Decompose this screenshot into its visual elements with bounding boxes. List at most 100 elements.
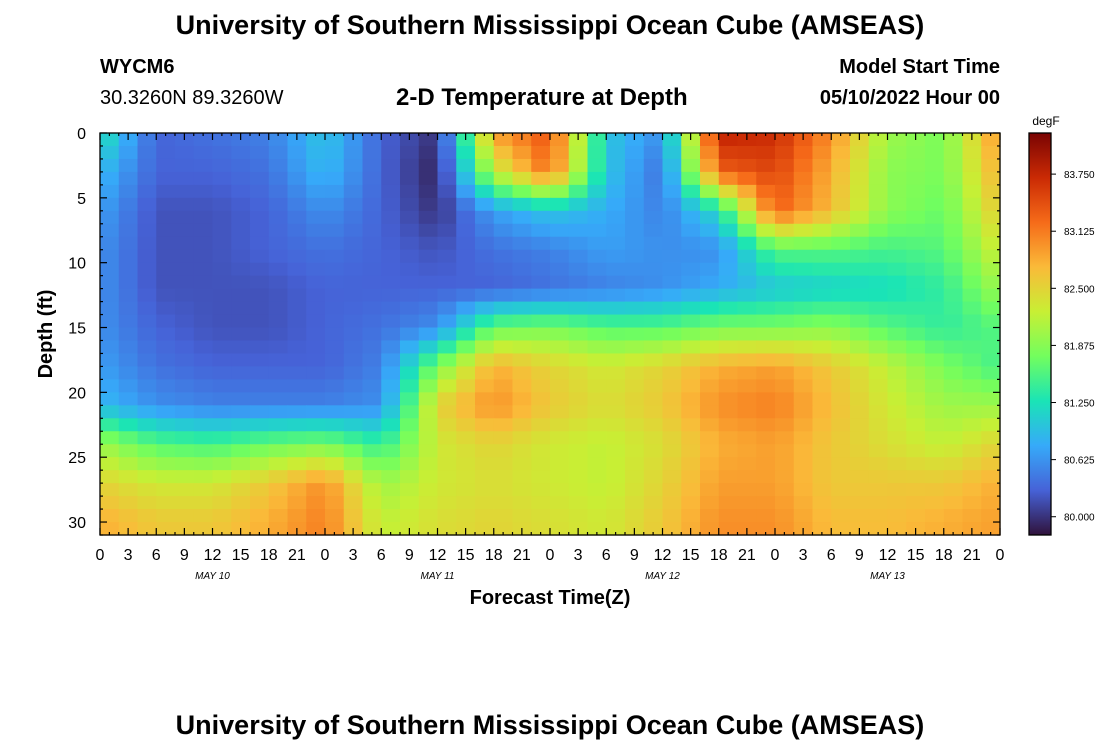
x-tick-label: 21: [288, 547, 306, 564]
heatmap-cell: [137, 496, 157, 510]
heatmap-cell: [212, 327, 232, 342]
heatmap-cell: [531, 353, 551, 368]
heatmap-cell: [718, 275, 739, 290]
heatmap-cell: [925, 301, 945, 316]
heatmap-cell: [175, 236, 195, 251]
heatmap-cell: [381, 158, 401, 173]
heatmap-cell: [475, 197, 495, 212]
heatmap-cell: [100, 301, 120, 316]
heatmap-cell: [550, 275, 570, 290]
heatmap-cell: [662, 197, 682, 212]
heatmap-cell: [475, 418, 495, 432]
heatmap-cell: [268, 405, 289, 419]
colorbar-tick-label: 80.000: [1064, 513, 1095, 524]
heatmap-cell: [212, 392, 232, 406]
heatmap-cell: [231, 262, 251, 277]
heatmap-cell: [156, 509, 176, 523]
heatmap-cell: [981, 418, 1001, 432]
heatmap-cell: [325, 133, 345, 147]
heatmap-cell: [775, 483, 795, 497]
heatmap-cell: [175, 145, 195, 160]
heatmap-cell: [793, 275, 814, 290]
heatmap-cell: [212, 522, 232, 536]
heatmap-cell: [137, 171, 157, 186]
heatmap-cell: [812, 483, 832, 497]
heatmap-cell: [887, 288, 907, 303]
heatmap-cell: [793, 509, 814, 523]
heatmap-cell: [250, 171, 270, 186]
heatmap-cell: [306, 327, 326, 342]
heatmap-cell: [943, 171, 964, 186]
heatmap-cell: [231, 236, 251, 251]
heatmap-cell: [456, 236, 476, 251]
heatmap-cell: [100, 223, 120, 238]
heatmap-cell: [493, 133, 514, 147]
heatmap-cell: [700, 314, 720, 329]
heatmap-cell: [868, 379, 889, 393]
heatmap-cell: [212, 457, 232, 471]
heatmap-cell: [287, 327, 307, 342]
heatmap-cell: [793, 418, 814, 432]
heatmap-cell: [943, 340, 964, 355]
heatmap-cell: [437, 379, 457, 393]
heatmap-cell: [362, 496, 382, 510]
heatmap-cell: [512, 483, 532, 497]
heatmap-cell: [737, 171, 757, 186]
heatmap-cell: [418, 133, 439, 147]
heatmap-cell: [493, 314, 514, 329]
heatmap-cell: [268, 444, 289, 458]
heatmap-cell: [700, 379, 720, 393]
heatmap-cell: [737, 223, 757, 238]
heatmap-cell: [681, 496, 701, 510]
heatmap-cell: [400, 158, 420, 173]
heatmap-cell: [662, 353, 682, 368]
heatmap-cell: [775, 275, 795, 290]
heatmap-cell: [193, 457, 214, 471]
heatmap-cell: [531, 275, 551, 290]
heatmap-cell: [268, 418, 289, 432]
heatmap-cell: [625, 223, 645, 238]
heatmap-cell: [587, 366, 607, 380]
heatmap-cell: [606, 236, 626, 251]
heatmap-cell: [268, 133, 289, 147]
heatmap-cell: [887, 210, 907, 225]
heatmap-cell: [306, 509, 326, 523]
x-tick-label: 0: [771, 547, 780, 564]
heatmap-cell: [625, 210, 645, 225]
heatmap-cell: [493, 145, 514, 160]
heatmap-cell: [437, 171, 457, 186]
heatmap-cell: [475, 249, 495, 264]
y-tick-label: 15: [68, 321, 86, 338]
heatmap-cell: [250, 431, 270, 445]
footer-title: University of Southern Mississippi Ocean…: [175, 710, 925, 740]
heatmap-cell: [756, 249, 776, 264]
heatmap-cell: [981, 288, 1001, 303]
heatmap-cell: [718, 314, 739, 329]
heatmap-cell: [906, 392, 926, 406]
heatmap-cell: [137, 483, 157, 497]
heatmap-cell: [606, 275, 626, 290]
heatmap-cell: [887, 158, 907, 173]
heatmap-cell: [568, 366, 589, 380]
heatmap-cell: [325, 470, 345, 484]
x-tick-label: 0: [321, 547, 330, 564]
heatmap-cell: [962, 353, 982, 368]
heatmap-cell: [250, 483, 270, 497]
heatmap-cell: [156, 392, 176, 406]
heatmap-cell: [100, 483, 120, 497]
heatmap-cell: [325, 457, 345, 471]
heatmap-cell: [212, 288, 232, 303]
heatmap-cell: [662, 275, 682, 290]
heatmap-cell: [831, 288, 851, 303]
heatmap-cell: [175, 327, 195, 342]
x-tick-label: 21: [513, 547, 531, 564]
heatmap-cell: [718, 457, 739, 471]
heatmap-cell: [625, 171, 645, 186]
heatmap-cell: [268, 353, 289, 368]
heatmap-cell: [250, 353, 270, 368]
heatmap-cell: [681, 509, 701, 523]
heatmap-cell: [756, 133, 776, 147]
heatmap-cell: [587, 145, 607, 160]
heatmap-cell: [737, 145, 757, 160]
heatmap-cell: [193, 353, 214, 368]
